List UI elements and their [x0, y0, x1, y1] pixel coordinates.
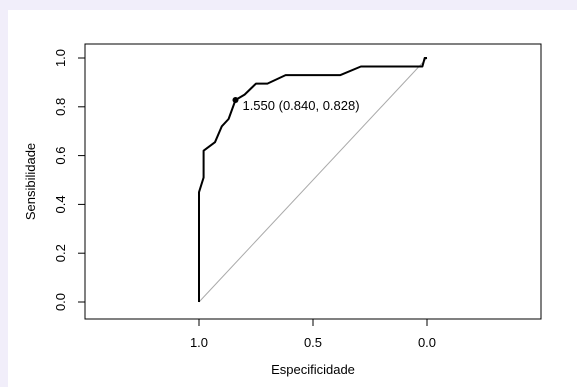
plot-border — [84, 43, 542, 320]
y-axis-label: Sensibilidade — [23, 143, 38, 220]
chart-area: 1.550 (0.840, 0.828) 1.0 0.5 0.0 0.0 0.2 0.4… — [8, 10, 577, 387]
x-tick-label: 0.0 — [418, 335, 436, 350]
y-tick-label: 0.4 — [53, 195, 68, 213]
reference-diagonal-line — [198, 57, 428, 303]
x-tick-label: 0.5 — [304, 335, 322, 350]
x-tick-label: 1.0 — [190, 335, 208, 350]
y-tick-label: 0.8 — [53, 98, 68, 116]
roc-curve-0 — [198, 57, 427, 302]
y-tick-label: 0.6 — [53, 147, 68, 165]
x-axis-label: Especificidade — [271, 362, 355, 377]
threshold-label: 1.550 (0.840, 0.828) — [242, 98, 359, 113]
roc-chart: 1.550 (0.840, 0.828) 1.0 0.5 0.0 0.0 0.2 0.4… — [23, 43, 542, 377]
y-tick-label: 1.0 — [53, 49, 68, 67]
threshold-point — [232, 96, 239, 103]
y-tick-label: 0.2 — [53, 244, 68, 262]
y-tick-label: 0.0 — [53, 293, 68, 311]
